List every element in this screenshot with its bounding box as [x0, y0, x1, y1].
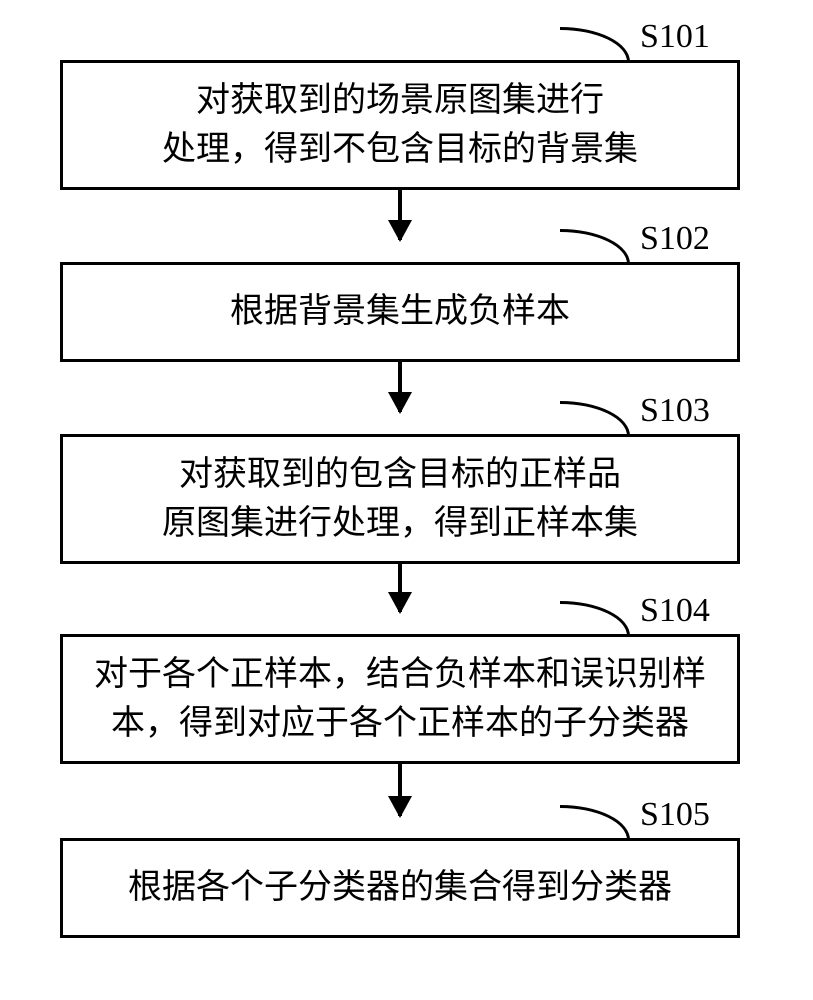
step-label-s101: S101 — [640, 18, 710, 56]
flow-step-s104: 对于各个正样本，结合负样本和误识别样 本，得到对应于各个正样本的子分类器 — [60, 634, 740, 764]
flow-step-text: 根据背景集生成负样本 — [230, 287, 570, 336]
label-connector-arc — [560, 401, 630, 436]
flow-arrow-down — [398, 362, 402, 412]
step-label-s102: S102 — [640, 220, 710, 258]
step-label-s105: S105 — [640, 796, 710, 834]
flow-arrow-down — [398, 564, 402, 612]
label-connector-arc — [560, 601, 630, 636]
flow-step-text: 根据各个子分类器的集合得到分类器 — [128, 863, 672, 912]
flow-step-s102: 根据背景集生成负样本 — [60, 262, 740, 362]
label-connector-arc — [560, 27, 630, 62]
flow-step-text: 对获取到的包含目标的正样品 原图集进行处理，得到正样本集 — [162, 450, 638, 549]
flow-step-s105: 根据各个子分类器的集合得到分类器 — [60, 838, 740, 938]
flow-step-s103: 对获取到的包含目标的正样品 原图集进行处理，得到正样本集 — [60, 434, 740, 564]
label-connector-arc — [560, 229, 630, 264]
flow-arrow-down — [398, 190, 402, 240]
flow-arrow-down — [398, 764, 402, 816]
label-connector-arc — [560, 805, 630, 840]
flow-step-text: 对获取到的场景原图集进行 处理，得到不包含目标的背景集 — [162, 76, 638, 175]
flow-step-s101: 对获取到的场景原图集进行 处理，得到不包含目标的背景集 — [60, 60, 740, 190]
step-label-s104: S104 — [640, 592, 710, 630]
step-label-s103: S103 — [640, 392, 710, 430]
flow-step-text: 对于各个正样本，结合负样本和误识别样 本，得到对应于各个正样本的子分类器 — [94, 650, 706, 749]
